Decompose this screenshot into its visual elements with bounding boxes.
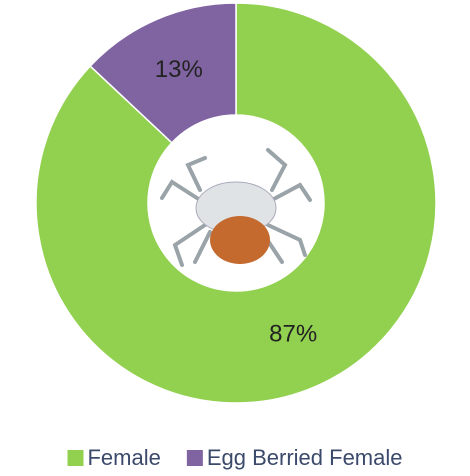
donut-slice bbox=[89, 2, 237, 144]
donut-slice bbox=[35, 2, 437, 404]
legend-label: Egg Berried Female bbox=[207, 445, 403, 470]
data-label: 87% bbox=[269, 321, 317, 348]
legend-swatch bbox=[67, 450, 84, 466]
crab-eggs bbox=[210, 216, 270, 264]
crab-illustration bbox=[160, 148, 312, 267]
legend-swatch bbox=[186, 450, 203, 466]
legend-label: Female bbox=[87, 445, 160, 470]
data-label: 13% bbox=[155, 56, 203, 83]
